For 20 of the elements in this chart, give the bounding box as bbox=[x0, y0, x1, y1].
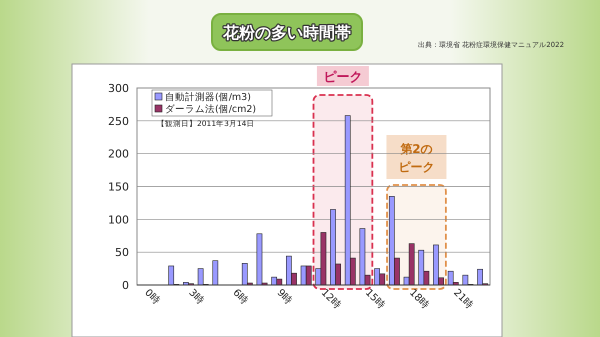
x-tick-label: 6時 bbox=[230, 286, 251, 307]
x-tick-label: 3時 bbox=[186, 286, 206, 307]
y-tick-label: 200 bbox=[108, 148, 129, 161]
y-tick-label: 100 bbox=[108, 213, 129, 226]
legend-label: ダーラム法(個/cm2) bbox=[165, 103, 256, 115]
y-tick-label: 50 bbox=[115, 246, 129, 260]
y-tick-label: 300 bbox=[108, 82, 129, 95]
x-tick-label: 15時 bbox=[362, 286, 388, 312]
x-tick-label: 12時 bbox=[318, 286, 344, 312]
y-tick-label: 150 bbox=[108, 180, 129, 194]
y-tick-label: 0 bbox=[122, 279, 129, 292]
x-tick-label: 0時 bbox=[142, 286, 162, 307]
x-tick-label: 18時 bbox=[406, 286, 432, 312]
y-tick-label: 250 bbox=[108, 114, 129, 128]
band-label: ピーク bbox=[323, 70, 362, 85]
band-label: 第2のピーク bbox=[398, 142, 434, 174]
x-tick-label: 21時 bbox=[451, 286, 476, 312]
chart-title: 花粉の多い時間帯 bbox=[222, 23, 351, 42]
legend-label: 自動計測器(個/m3) bbox=[165, 91, 251, 103]
x-tick-label: 9時 bbox=[274, 286, 295, 307]
